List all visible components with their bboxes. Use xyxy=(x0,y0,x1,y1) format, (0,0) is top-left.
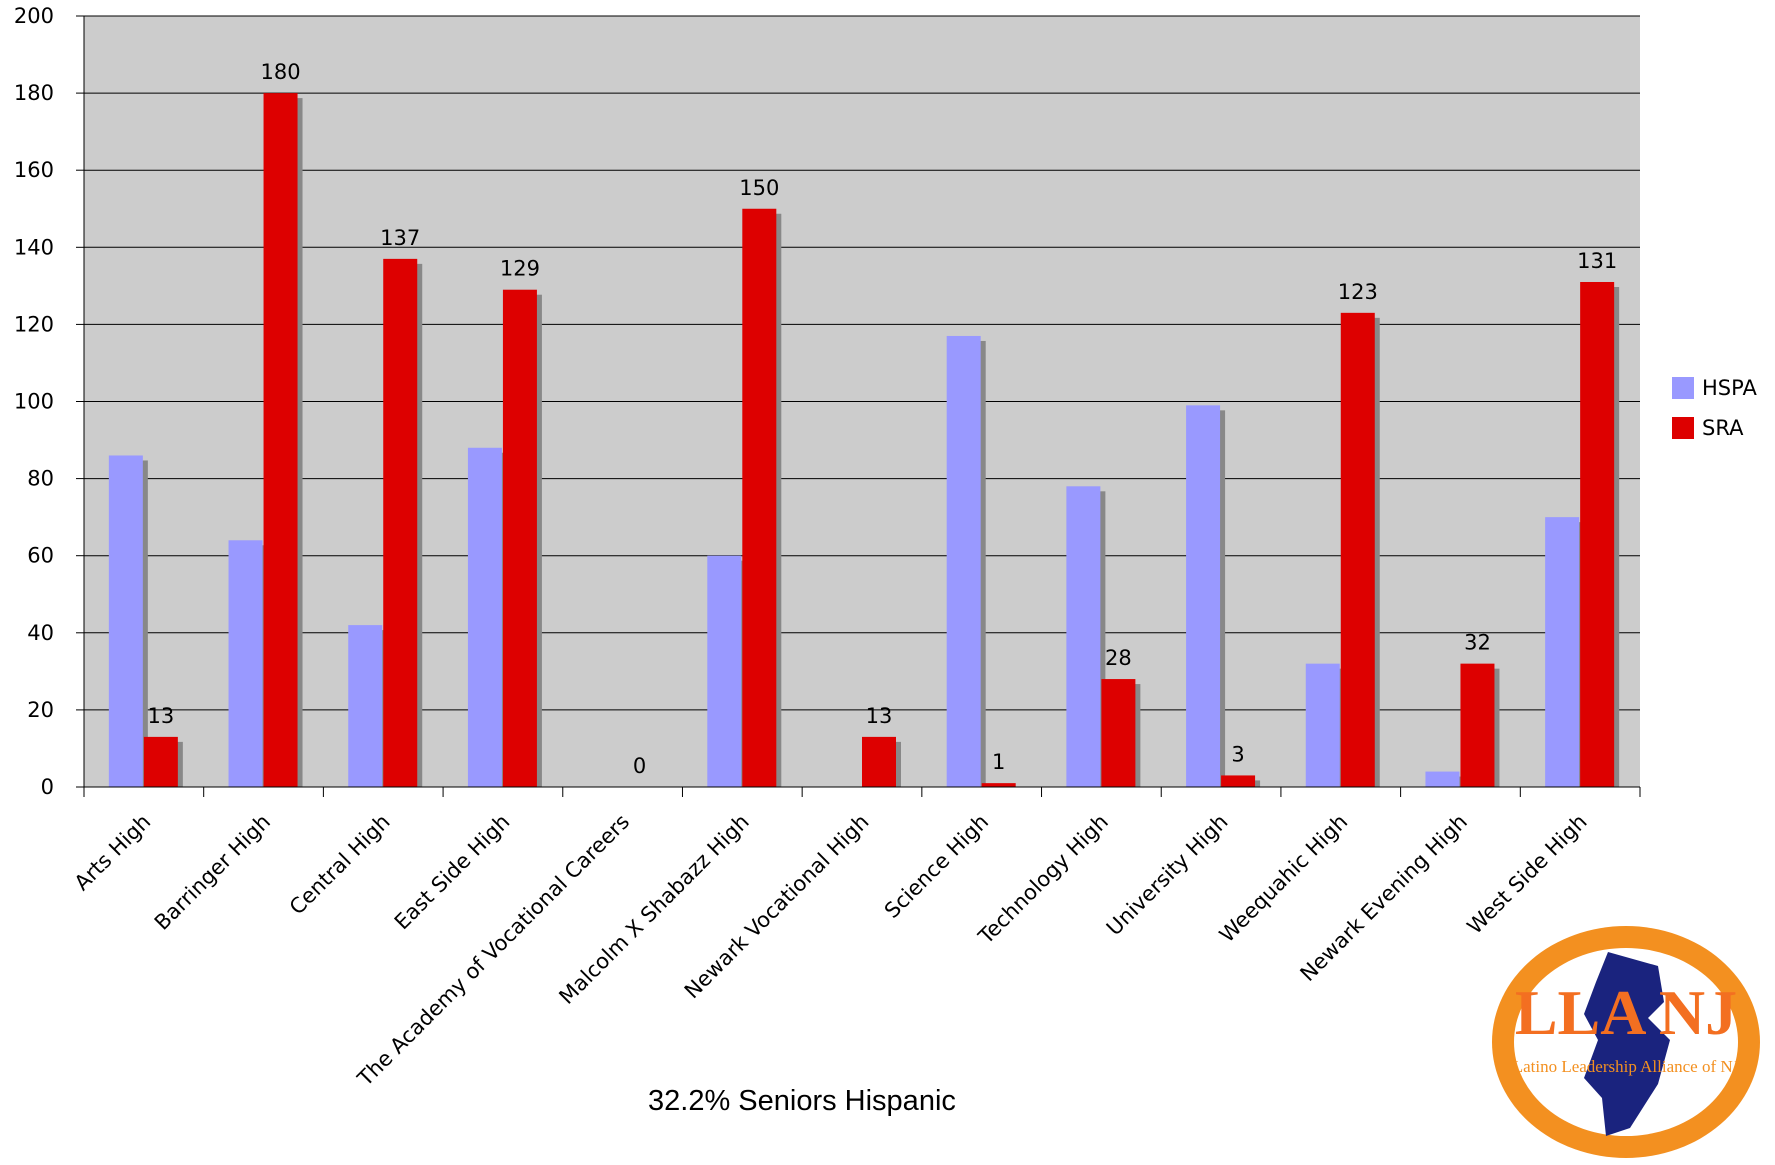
x-tick-label: Science High xyxy=(880,810,993,923)
legend-label-sra: SRA xyxy=(1702,416,1744,440)
x-tick-label: University High xyxy=(1102,810,1233,941)
bar-hspa xyxy=(1066,486,1101,787)
y-tick-label: 0 xyxy=(41,775,54,799)
bar-hspa xyxy=(108,455,143,787)
data-label: 32 xyxy=(1464,631,1491,655)
legend-swatch-sra xyxy=(1672,417,1694,439)
y-tick-label: 40 xyxy=(27,621,54,645)
data-label: 150 xyxy=(739,176,779,200)
y-tick-label: 120 xyxy=(14,312,54,336)
x-tick-label: Central High xyxy=(285,810,395,920)
legend-swatch-hspa xyxy=(1672,377,1694,399)
data-label: 137 xyxy=(380,226,420,250)
bar-sra xyxy=(862,736,896,787)
x-tick-label: East Side High xyxy=(390,810,515,935)
bar-hspa xyxy=(946,335,981,787)
svg-text:Latino Leadership Alliance of: Latino Leadership Alliance of NJ xyxy=(1513,1057,1740,1076)
bar-hspa xyxy=(348,625,383,787)
legend: HSPA SRA xyxy=(1672,368,1757,448)
data-label: 123 xyxy=(1338,280,1378,304)
x-tick-label: Weequahic High xyxy=(1215,810,1353,948)
bar-hspa xyxy=(228,540,263,787)
bar-sra xyxy=(263,93,298,788)
data-label: 1 xyxy=(992,750,1005,774)
y-tick-label: 60 xyxy=(27,544,54,568)
data-label: 28 xyxy=(1105,646,1132,670)
bar-sra xyxy=(981,783,1016,787)
data-label: 180 xyxy=(260,60,300,84)
x-tick-label: Technology High xyxy=(973,810,1113,950)
data-label: 129 xyxy=(500,257,540,281)
x-tick-label: The Academy of Vocational Careers xyxy=(352,810,634,1092)
data-label: 3 xyxy=(1231,742,1244,766)
x-tick-label: Malcolm X Shabazz High xyxy=(554,810,753,1009)
y-tick-label: 100 xyxy=(14,390,54,414)
y-tick-label: 80 xyxy=(27,467,54,491)
data-label: 13 xyxy=(866,704,893,728)
bar-sra xyxy=(1221,775,1256,787)
bar-hspa xyxy=(707,555,742,787)
chart-subtitle: 32.2% Seniors Hispanic xyxy=(648,1085,956,1117)
bar-hspa xyxy=(1545,517,1580,787)
bar-sra xyxy=(742,208,777,787)
llanj-logo: LLA NJ Latino Leadership Alliance of NJ xyxy=(1492,926,1760,1158)
data-label: 131 xyxy=(1577,249,1617,273)
bar-sra xyxy=(1101,679,1136,787)
bar-sra xyxy=(1340,312,1375,787)
bar-sra xyxy=(1580,281,1615,787)
x-tick-label: Arts High xyxy=(70,810,156,896)
legend-item-sra: SRA xyxy=(1672,408,1757,448)
bar-sra xyxy=(143,736,178,787)
y-tick-label: 140 xyxy=(14,235,54,259)
svg-text:LLA NJ: LLA NJ xyxy=(1515,977,1737,1048)
bar-hspa xyxy=(1425,771,1460,787)
bar-sra xyxy=(1460,663,1495,787)
data-label: 13 xyxy=(147,704,174,728)
bar-hspa xyxy=(1305,663,1340,787)
y-tick-label: 180 xyxy=(14,81,54,105)
y-tick-label: 160 xyxy=(14,158,54,182)
legend-label-hspa: HSPA xyxy=(1702,376,1757,400)
bar-hspa xyxy=(1186,405,1221,787)
bar-hspa xyxy=(467,447,502,787)
y-tick-label: 20 xyxy=(27,698,54,722)
x-tick-label: Barringer High xyxy=(150,810,275,935)
data-label: 0 xyxy=(633,754,646,778)
y-tick-label: 200 xyxy=(14,4,54,28)
x-tick-label: West Side High xyxy=(1463,810,1592,939)
bar-sra xyxy=(502,289,537,787)
bar-sra xyxy=(383,258,418,787)
legend-item-hspa: HSPA xyxy=(1672,368,1757,408)
